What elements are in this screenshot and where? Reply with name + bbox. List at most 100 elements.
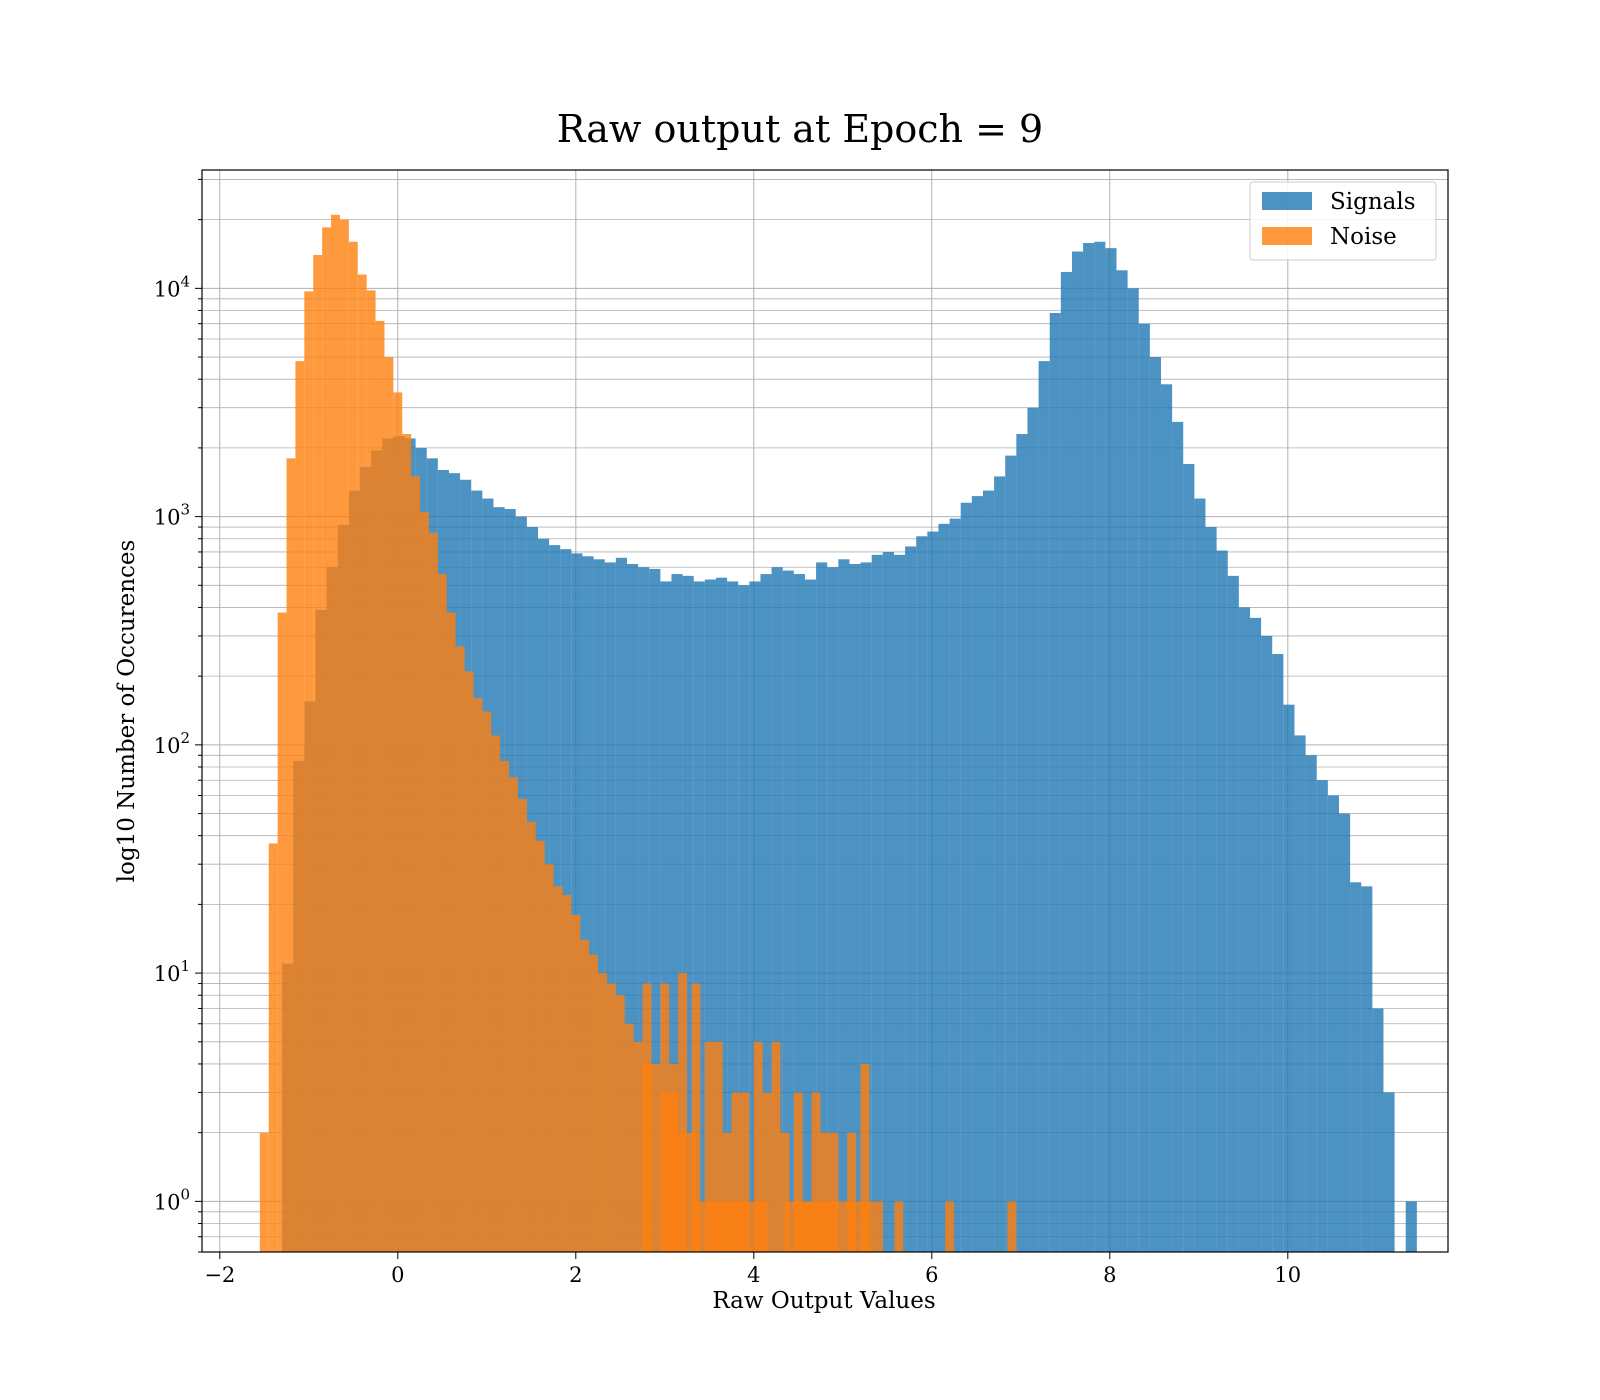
signals-bar: [1038, 361, 1050, 1253]
noise-bar: [606, 983, 616, 1252]
signals-bar: [1138, 323, 1150, 1252]
signals-bar: [749, 581, 761, 1252]
legend-swatch-noise: [1262, 227, 1312, 245]
noise-bar: [562, 894, 572, 1252]
noise-bar: [473, 698, 483, 1252]
noise-bar: [669, 1063, 679, 1252]
signals-bar: [1149, 357, 1161, 1253]
signals-bar: [982, 490, 995, 1252]
legend: Signals Noise: [1249, 181, 1437, 261]
x-axis-label: Raw Output Values: [712, 1288, 935, 1314]
noise-bar: [713, 1041, 723, 1252]
signals-bar: [727, 581, 739, 1252]
noise-bar: [633, 1041, 643, 1252]
signals-bar: [1350, 882, 1362, 1252]
noise-bar: [660, 983, 670, 1252]
noise-bar: [402, 434, 412, 1252]
signals-bar: [816, 562, 828, 1252]
x-tick-label: 8: [1103, 1263, 1116, 1287]
signals-bar: [682, 575, 694, 1252]
noise-bar: [624, 1023, 634, 1252]
signals-bar: [1205, 527, 1217, 1252]
signals-bar: [1405, 1201, 1417, 1252]
signals-bar: [738, 585, 750, 1252]
noise-bar: [678, 973, 688, 1252]
x-tick-label: −2: [204, 1263, 235, 1287]
noise-bar: [1007, 1201, 1017, 1252]
x-tick-label: 10: [1274, 1263, 1301, 1287]
signals-bar: [893, 554, 906, 1252]
noise-bar: [740, 1092, 750, 1252]
signals-bar: [1083, 243, 1095, 1252]
signals-bar: [615, 557, 627, 1252]
noise-bar: [642, 983, 652, 1252]
signals-bar: [1249, 617, 1262, 1252]
noise-bar: [615, 995, 625, 1252]
signals-bar: [604, 562, 616, 1252]
noise-bar: [313, 254, 323, 1252]
noise-bar: [357, 274, 367, 1253]
signals-bar: [1261, 635, 1273, 1252]
signals-bar: [704, 579, 716, 1252]
signals-bar: [660, 581, 672, 1252]
noise-bar: [482, 711, 492, 1252]
noise-bar: [894, 1201, 904, 1252]
noise-bar: [731, 1092, 741, 1252]
signals-bar: [582, 556, 594, 1252]
signals-bar: [1283, 704, 1295, 1252]
legend-swatch-signals: [1262, 192, 1312, 210]
noise-bar: [393, 392, 403, 1252]
signals-bar: [905, 546, 917, 1252]
signals-bar: [1060, 271, 1072, 1252]
signals-bar: [638, 567, 650, 1252]
signals-bar: [838, 559, 850, 1252]
signals-bar: [860, 562, 872, 1252]
signals-bar: [804, 579, 817, 1252]
signals-bar: [1105, 248, 1117, 1252]
signals-bar: [1361, 886, 1373, 1252]
legend-label-noise: Noise: [1330, 224, 1397, 250]
signals-bar: [916, 536, 928, 1252]
signals-bar: [1227, 575, 1239, 1252]
signals-bar: [1327, 795, 1339, 1252]
noise-bar: [526, 821, 536, 1252]
signals-bar: [1094, 241, 1106, 1252]
signals-bar: [593, 559, 605, 1252]
noise-bar: [820, 1132, 830, 1252]
signals-bar: [715, 577, 728, 1252]
noise-bar: [366, 290, 376, 1252]
signals-bar: [938, 523, 950, 1252]
noise-bar: [553, 886, 563, 1252]
y-tick-label: 101: [154, 957, 190, 986]
signals-bar: [626, 563, 639, 1252]
noise-bar: [420, 511, 429, 1253]
noise-bar: [331, 214, 340, 1252]
signals-bar: [1338, 813, 1351, 1252]
signals-bar: [1183, 464, 1195, 1252]
signals-bar: [1383, 1092, 1395, 1252]
signals-bar: [1116, 270, 1128, 1252]
signals-bar: [771, 567, 783, 1252]
noise-bar: [598, 973, 607, 1252]
y-tick-label: 100: [154, 1185, 190, 1214]
noise-bar: [762, 1092, 772, 1252]
noise-bar: [446, 612, 456, 1252]
signals-bar: [693, 581, 705, 1252]
signals-bar: [782, 570, 794, 1252]
noise-bar: [544, 864, 554, 1252]
y-axis-label: log10 Number of Occurences: [114, 540, 140, 883]
signals-bar: [949, 518, 961, 1252]
noise-bar: [322, 227, 332, 1252]
noise-bar: [722, 1132, 732, 1252]
noise-bar: [375, 320, 385, 1252]
x-tick-label: 0: [391, 1263, 404, 1287]
noise-bar: [793, 1092, 803, 1252]
y-tick-label: 103: [154, 501, 190, 530]
signals-bar: [1049, 312, 1061, 1253]
noise-bar: [517, 798, 527, 1252]
noise-bar: [268, 843, 278, 1252]
noise-bar: [535, 840, 545, 1252]
plot-frame: [201, 169, 1449, 1253]
signals-bar: [971, 496, 983, 1253]
